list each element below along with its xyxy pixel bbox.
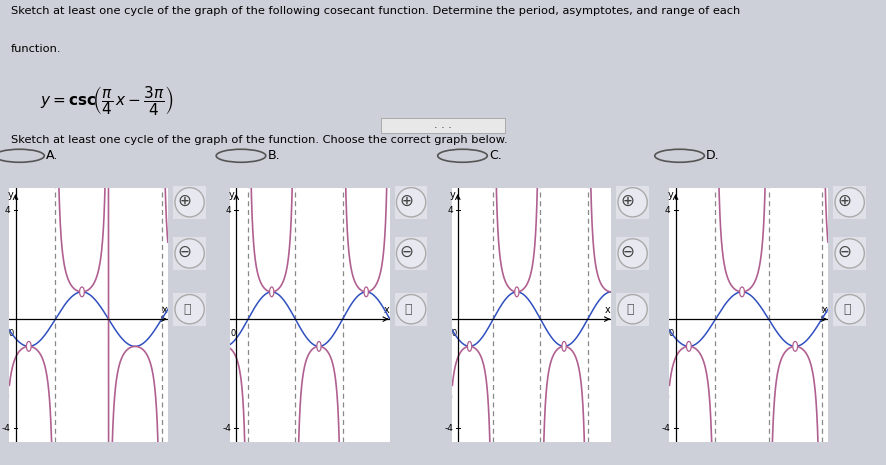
Circle shape [835, 295, 865, 324]
Text: -4: -4 [444, 424, 453, 432]
Circle shape [740, 287, 744, 297]
Text: y: y [667, 190, 673, 200]
Circle shape [175, 239, 205, 268]
Text: x: x [821, 305, 828, 315]
Text: 4: 4 [226, 206, 231, 215]
Circle shape [364, 287, 369, 297]
Text: ⊕: ⊕ [178, 192, 191, 210]
Text: A.: A. [46, 149, 58, 162]
Text: 4: 4 [664, 206, 670, 215]
Text: 4: 4 [4, 206, 10, 215]
Text: ⧉: ⧉ [405, 303, 412, 316]
Circle shape [618, 295, 648, 324]
Text: 0: 0 [669, 329, 674, 338]
Text: ⊕: ⊕ [621, 192, 634, 210]
Circle shape [618, 239, 648, 268]
Text: ⊖: ⊖ [838, 243, 851, 261]
Text: y: y [450, 190, 456, 200]
Text: -4: -4 [222, 424, 231, 432]
Text: 0: 0 [452, 329, 457, 338]
Circle shape [562, 341, 566, 351]
Circle shape [396, 239, 426, 268]
Text: $y = \mathbf{csc}\!\left(\dfrac{\pi}{4}\,x - \dfrac{3\pi}{4}\right)$: $y = \mathbf{csc}\!\left(\dfrac{\pi}{4}\… [40, 84, 174, 117]
Circle shape [687, 341, 691, 351]
Text: y: y [229, 190, 235, 200]
Text: ⊖: ⊖ [400, 243, 413, 261]
Text: . . .: . . . [434, 120, 452, 130]
Circle shape [396, 188, 426, 217]
Text: x: x [605, 305, 610, 315]
Text: C.: C. [489, 149, 501, 162]
Text: 4: 4 [447, 206, 453, 215]
Text: ⧉: ⧉ [626, 303, 633, 316]
Circle shape [27, 341, 31, 351]
Circle shape [175, 295, 205, 324]
Circle shape [468, 341, 471, 351]
Circle shape [269, 287, 274, 297]
Text: 0: 0 [230, 329, 236, 338]
Circle shape [835, 188, 865, 217]
Text: ⧉: ⧉ [843, 303, 851, 316]
Text: ⊖: ⊖ [621, 243, 634, 261]
Text: ⊕: ⊕ [838, 192, 851, 210]
Text: ⧉: ⧉ [183, 303, 190, 316]
Circle shape [317, 341, 321, 351]
Text: D.: D. [706, 149, 719, 162]
Circle shape [835, 239, 865, 268]
Text: -4: -4 [661, 424, 670, 432]
Circle shape [515, 287, 519, 297]
Text: x: x [384, 305, 389, 315]
Text: Sketch at least one cycle of the graph of the function. Choose the correct graph: Sketch at least one cycle of the graph o… [11, 135, 508, 145]
Text: -4: -4 [1, 424, 10, 432]
Text: 0: 0 [9, 329, 14, 338]
Text: x: x [161, 305, 167, 315]
Circle shape [793, 341, 797, 351]
Circle shape [618, 188, 648, 217]
Text: function.: function. [11, 44, 61, 54]
Text: y: y [7, 190, 13, 200]
Circle shape [396, 295, 426, 324]
Text: ⊕: ⊕ [400, 192, 413, 210]
Text: B.: B. [268, 149, 280, 162]
Circle shape [175, 188, 205, 217]
Text: ⊖: ⊖ [178, 243, 191, 261]
Circle shape [80, 287, 84, 297]
Text: Sketch at least one cycle of the graph of the following cosecant function. Deter: Sketch at least one cycle of the graph o… [11, 6, 740, 16]
